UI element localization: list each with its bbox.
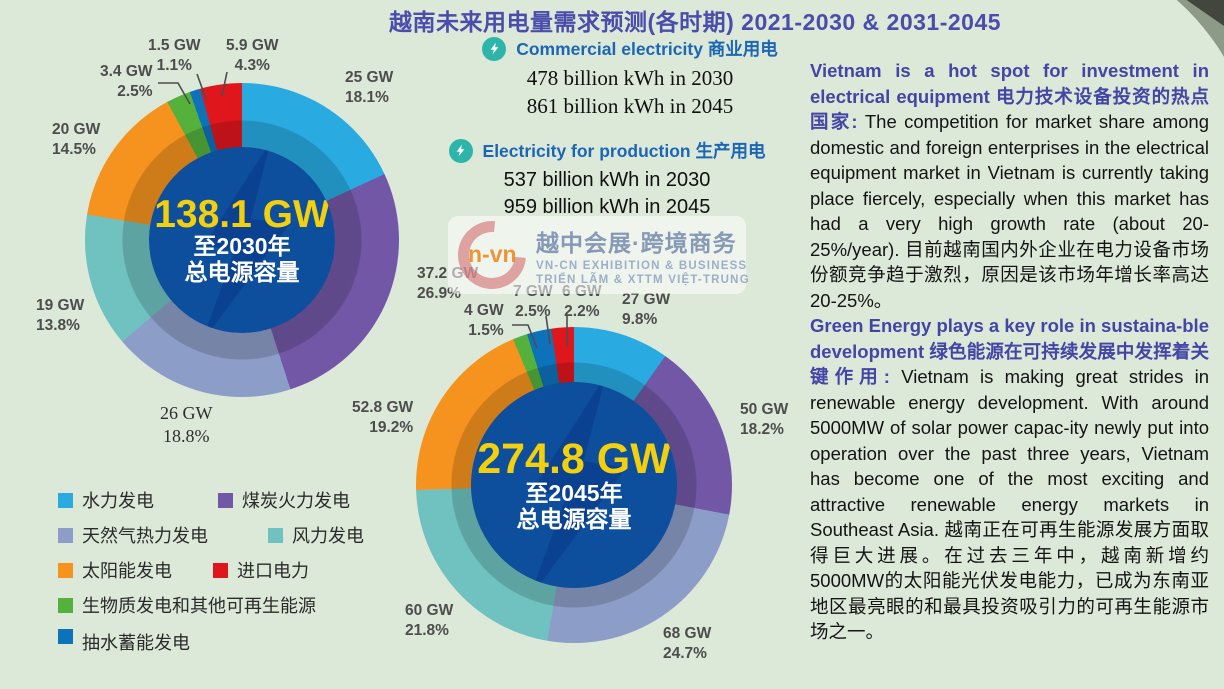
donut-chart-2030: 138.1 GW 至2030年 总电源容量 (85, 83, 399, 397)
label-2030-wind: 19 GW 13.8% (36, 297, 85, 335)
label-2045-coal: 50 GW 18.2% (740, 401, 789, 439)
paragraph-green-energy: Green Energy plays a key role in sustain… (810, 315, 1209, 643)
watermark-logo-icon: n-vn (444, 207, 540, 303)
legend-swatch-hydro (58, 492, 73, 508)
watermark-title: 越中会展·跨境商务 (536, 230, 737, 256)
commercial-electricity-block: Commercial electricity 商业用电 478 billion … (455, 36, 805, 120)
commercial-2045-value: 861 billion kWh in 2045 (526, 93, 734, 118)
production-electricity-block: Electricity for production 生产用电 537 bill… (432, 138, 782, 221)
paragraph-investment: Vietnam is a hot spot for investment in … (810, 60, 1209, 311)
label-2045-gas: 68 GW 24.7% (663, 625, 712, 663)
label-2030-pumped-storage: 1.5 GW 1.1% (148, 37, 201, 75)
total-capacity-2045: 274.8 GW (477, 434, 671, 483)
legend-swatch-pumped-storage (58, 629, 73, 644)
paragraph-green-energy-lead: Green Energy plays a key role in sustain… (810, 315, 1209, 388)
donut-subtitle-year-2030: 至2030年 (193, 232, 291, 259)
donut-subtitle-caption-2030: 总电源容量 (184, 258, 300, 285)
donut-subtitle-caption-2045: 总电源容量 (516, 505, 632, 532)
watermark-logo-text: n-vn (468, 241, 517, 267)
legend-item-gas: 天然气热力发电 (58, 522, 208, 548)
legend-swatch-biomass (58, 597, 73, 613)
label-2045-solar: 52.8 GW 19.2% (352, 399, 414, 437)
legend-item-solar: 太阳能发电 (58, 557, 172, 583)
legend-item-wind: 风力发电 (268, 522, 364, 548)
legend-swatch-wind (268, 527, 283, 543)
watermark-subtitle-vn: TRIỂN LÃM & XTTM VIỆT-TRUNG (536, 274, 750, 286)
bolt-circle-icon (482, 36, 507, 61)
label-2030-hydro: 25 GW 18.1% (345, 69, 394, 107)
production-2045-value: 959 billion kWh in 2045 (503, 196, 711, 218)
legend-swatch-coal (218, 492, 233, 508)
label-2030-gas: 26 GW 18.8% (160, 403, 213, 447)
legend-swatch-solar (58, 562, 73, 578)
legend-item-biomass: 生物质发电和其他可再生能源 (58, 592, 316, 618)
legend-swatch-gas (58, 527, 73, 543)
watermark-subtitle-en: VN-CN EXHIBITION & BUSINESS (536, 260, 748, 272)
label-2030-biomass: 3.4 GW 2.5% (100, 63, 153, 101)
corner-decoration-curve (778, 0, 1224, 420)
legend-item-coal: 煤炭火力发电 (218, 487, 350, 513)
production-electricity-heading: Electricity for production 生产用电 (432, 138, 782, 163)
legend-item-imported: 进口电力 (213, 557, 309, 583)
page-title: 越南未来用电量需求预测(各时期) 2021-2030 & 2031-2045 (388, 9, 1002, 35)
production-2030-value: 537 billion kWh in 2030 (503, 169, 711, 191)
commercial-electricity-heading: Commercial electricity 商业用电 (455, 36, 805, 61)
watermark: n-vn 越中会展·跨境商务 VN-CN EXHIBITION & BUSINE… (444, 207, 749, 303)
total-capacity-2030: 138.1 GW (154, 192, 330, 236)
label-2030-imported: 5.9 GW 4.3% (226, 37, 279, 75)
label-2045-biomass: 4 GW 1.5% (464, 302, 504, 340)
label-2045-hydro: 27 GW 9.8% (622, 291, 671, 329)
label-2045-wind: 60 GW 21.8% (405, 602, 454, 640)
donut-chart-2045: 274.8 GW 至2045年 总电源容量 (416, 327, 732, 643)
donut-center-2030: 138.1 GW 至2030年 总电源容量 (149, 147, 335, 333)
commercial-2030-value: 478 billion kWh in 2030 (526, 66, 734, 90)
label-2030-solar: 20 GW 14.5% (52, 121, 101, 159)
legend-swatch-imported (213, 562, 228, 578)
legend-item-hydro: 水力发电 (58, 487, 154, 513)
legend-item-pumped-storage: 抽水蓄能发电 (58, 629, 190, 655)
donut-subtitle-year-2045: 至2045年 (525, 479, 623, 506)
bolt-circle-icon (448, 138, 473, 163)
right-text-column: Vietnam is a hot spot for investment in … (810, 58, 1209, 645)
donut-center-2045: 274.8 GW 至2045年 总电源容量 (471, 382, 677, 588)
paragraph-investment-lead: Vietnam is a hot spot for investment in … (810, 60, 1209, 133)
